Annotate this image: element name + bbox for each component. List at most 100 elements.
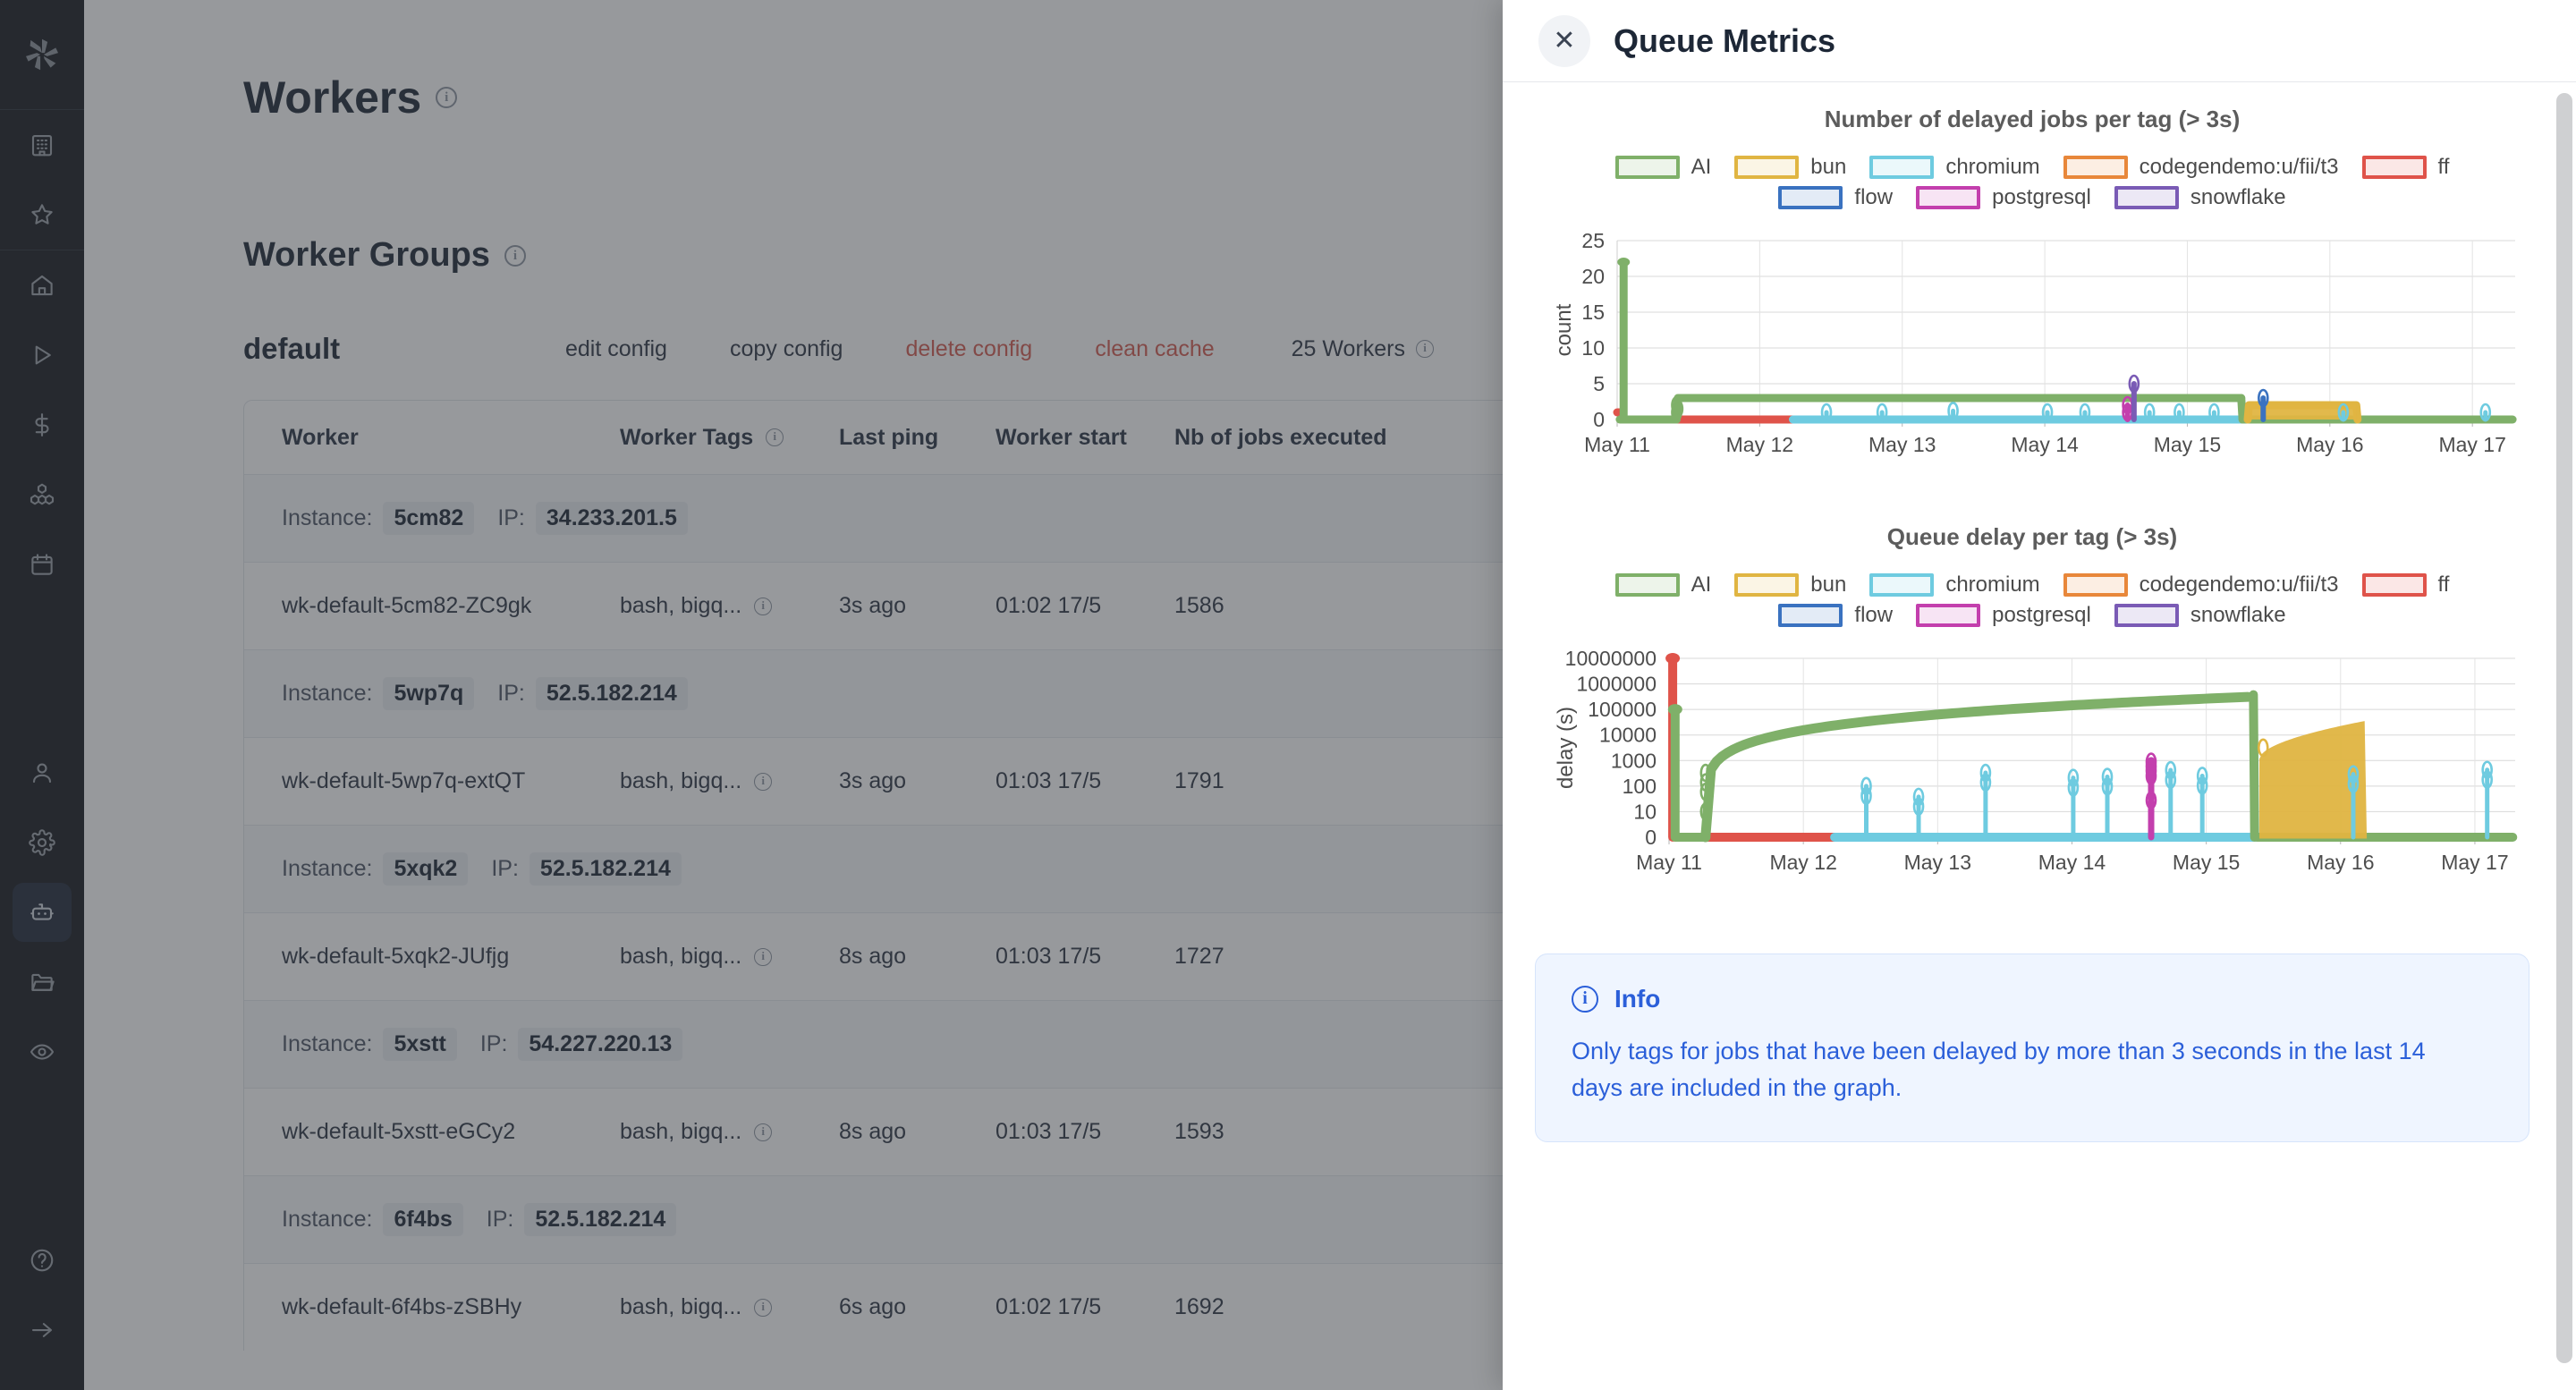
- svg-text:May 12: May 12: [1769, 851, 1836, 874]
- svg-text:delay (s): delay (s): [1554, 707, 1578, 789]
- legend-item[interactable]: bun: [1734, 155, 1846, 180]
- legend-label: postgresql: [1992, 185, 2091, 209]
- svg-text:100000: 100000: [1588, 698, 1657, 721]
- legend-label: flow: [1854, 185, 1894, 209]
- legend-swatch: [2361, 156, 2427, 179]
- legend-item[interactable]: chromium: [1869, 572, 2040, 598]
- legend-item[interactable]: postgresql: [1916, 185, 2091, 210]
- legend-label: ff: [2437, 572, 2450, 597]
- legend-item[interactable]: codegendemo:u/fii/t3: [2063, 572, 2339, 598]
- svg-text:May 12: May 12: [1726, 433, 1793, 456]
- close-icon[interactable]: ✕: [1538, 14, 1590, 67]
- drawer-body: Number of delayed jobs per tag (> 3s) AI…: [1503, 82, 2576, 1390]
- svg-text:May 11: May 11: [1636, 851, 1702, 874]
- legend-label: AI: [1690, 155, 1712, 179]
- drawer-header: ✕ Queue Metrics: [1503, 0, 2576, 82]
- legend-item[interactable]: ff: [2361, 155, 2450, 180]
- legend-item[interactable]: bun: [1734, 572, 1846, 598]
- legend-swatch: [1734, 573, 1800, 597]
- svg-text:10000000: 10000000: [1565, 648, 1657, 670]
- legend-item[interactable]: ff: [2361, 572, 2450, 598]
- info-card-header: i Info: [1572, 985, 2493, 1013]
- legend-swatch: [1614, 573, 1680, 597]
- legend-item[interactable]: postgresql: [1916, 603, 2091, 628]
- chart-delayed-jobs: Number of delayed jobs per tag (> 3s) AI…: [1535, 106, 2529, 500]
- chart-title: Number of delayed jobs per tag (> 3s): [1824, 106, 2241, 132]
- legend-swatch: [1916, 186, 1981, 209]
- legend-label: codegendemo:u/fii/t3: [2139, 572, 2339, 597]
- info-card: i Info Only tags for jobs that have been…: [1535, 954, 2529, 1142]
- svg-text:10000: 10000: [1599, 724, 1657, 747]
- info-card-text: Only tags for jobs that have been delaye…: [1572, 1038, 2426, 1101]
- drawer-scrollbar[interactable]: [2556, 93, 2572, 1363]
- info-card-title: Info: [1614, 985, 1661, 1013]
- svg-text:0: 0: [1645, 826, 1657, 849]
- svg-text:May 17: May 17: [2441, 851, 2508, 874]
- svg-text:May 13: May 13: [1904, 851, 1971, 874]
- legend-label: chromium: [1945, 155, 2040, 179]
- chart-legend: AI bun chromium codegendemo:u/fii/t3 ff flow p…: [1535, 155, 2529, 216]
- legend-swatch: [2063, 156, 2128, 179]
- svg-text:15: 15: [1581, 301, 1605, 324]
- legend-label: bun: [1810, 155, 1847, 179]
- svg-text:0: 0: [1593, 408, 1605, 431]
- svg-text:May 11: May 11: [1584, 433, 1650, 456]
- legend-item[interactable]: AI: [1614, 572, 1712, 598]
- legend-item[interactable]: snowflake: [2114, 603, 2286, 628]
- legend-swatch: [1614, 156, 1680, 179]
- legend-swatch: [1869, 573, 1935, 597]
- legend-item[interactable]: snowflake: [2114, 185, 2286, 210]
- svg-text:May 15: May 15: [2154, 433, 2221, 456]
- legend-swatch: [2114, 186, 2179, 209]
- legend-swatch: [2361, 573, 2427, 597]
- svg-text:1000: 1000: [1611, 749, 1657, 772]
- svg-text:May 16: May 16: [2296, 433, 2363, 456]
- svg-text:May 14: May 14: [2011, 433, 2079, 456]
- legend-row: flow postgresql snowflake: [1535, 603, 2529, 628]
- legend-item[interactable]: codegendemo:u/fii/t3: [2063, 155, 2339, 180]
- info-icon: i: [1572, 986, 1598, 1013]
- svg-text:May 13: May 13: [1868, 433, 1936, 456]
- legend-swatch: [2063, 573, 2128, 597]
- legend-label: snowflake: [2190, 603, 2286, 627]
- chart-title: Queue delay per tag (> 3s): [1886, 523, 2178, 550]
- legend-item[interactable]: flow: [1778, 603, 1893, 628]
- legend-row: AI bun chromium codegendemo:u/fii/t3 ff: [1535, 572, 2529, 598]
- svg-text:10: 10: [1581, 336, 1605, 360]
- legend-item[interactable]: AI: [1614, 155, 1712, 180]
- legend-label: AI: [1690, 572, 1712, 597]
- legend-row: flow postgresql snowflake: [1535, 185, 2529, 210]
- chart-svg: 0 5 10 15 20 25 May 11 May 12 May 13 May 14 May 15…: [1552, 230, 2517, 456]
- legend-swatch: [1869, 156, 1935, 179]
- chart-plot-area: 0 5 10 15 20 25 May 11 May 12 May 13 May 14 May 15…: [1535, 230, 2529, 500]
- legend-label: bun: [1810, 572, 1847, 597]
- svg-text:May 14: May 14: [2038, 851, 2106, 874]
- legend-swatch: [2114, 604, 2179, 627]
- legend-item[interactable]: flow: [1778, 185, 1893, 210]
- svg-text:5: 5: [1593, 372, 1605, 395]
- chart-queue-delay: Queue delay per tag (> 3s) AI bun chromium…: [1535, 523, 2529, 918]
- svg-text:1000000: 1000000: [1576, 673, 1657, 696]
- legend-label: ff: [2437, 155, 2450, 179]
- legend-label: chromium: [1945, 572, 2040, 597]
- svg-text:May 15: May 15: [2173, 851, 2240, 874]
- drawer-title: Queue Metrics: [1614, 21, 1836, 59]
- legend-label: flow: [1854, 603, 1894, 627]
- svg-text:100: 100: [1623, 775, 1657, 798]
- legend-label: codegendemo:u/fii/t3: [2139, 155, 2339, 179]
- svg-text:count: count: [1552, 303, 1576, 356]
- legend-swatch: [1916, 604, 1981, 627]
- legend-swatch: [1778, 604, 1843, 627]
- chart-legend: AI bun chromium codegendemo:u/fii/t3 ff flow p…: [1535, 572, 2529, 633]
- legend-label: snowflake: [2190, 185, 2286, 209]
- svg-text:May 16: May 16: [2307, 851, 2374, 874]
- legend-swatch: [1778, 186, 1843, 209]
- legend-swatch: [1734, 156, 1800, 179]
- svg-text:20: 20: [1581, 265, 1605, 288]
- svg-text:May 17: May 17: [2438, 433, 2505, 456]
- legend-item[interactable]: chromium: [1869, 155, 2040, 180]
- svg-text:10: 10: [1633, 800, 1657, 823]
- queue-metrics-drawer: ✕ Queue Metrics Number of delayed jobs p…: [1503, 0, 2576, 1390]
- legend-row: AI bun chromium codegendemo:u/fii/t3 ff: [1535, 155, 2529, 180]
